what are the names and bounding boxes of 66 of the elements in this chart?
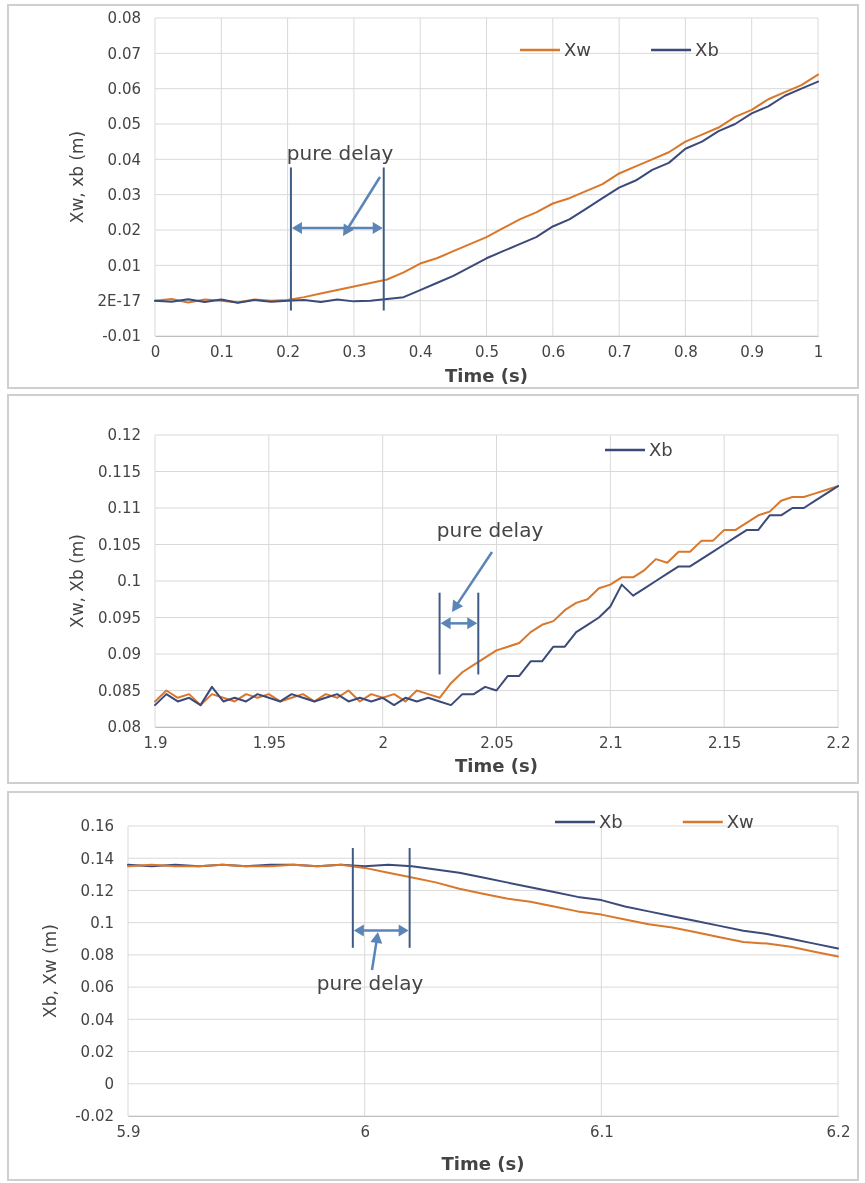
x-axis-title: Time (s) [441,1153,525,1174]
y-tick-label: 0.14 [80,849,114,868]
x-tick-label: 6 [360,1122,370,1141]
y-tick-label: 0.06 [80,978,114,997]
x-tick-label: 2 [378,733,388,752]
y-axis-title: Xw, Xb (m) [67,533,87,629]
legend-label: Xw [726,811,754,832]
x-axis-title: Time (s) [445,365,528,386]
y-tick-label: 0.01 [107,256,141,275]
y-tick-label: 0.12 [80,881,114,900]
x-tick-label: 0.6 [541,342,566,361]
y-tick-label: 0.115 [98,462,141,481]
x-tick-label: 1.9 [143,733,168,752]
line-series [154,485,839,707]
x-tick-label: 0.4 [408,342,433,361]
y-tick-label: 0.02 [107,221,141,240]
x-tick-label: 6.2 [826,1122,851,1141]
y-tick-label: 0.02 [80,1042,114,1061]
y-tick-label: 0.06 [107,79,141,98]
x-tick-label: 2.1 [598,733,623,752]
y-tick-label: 0.05 [107,115,141,134]
y-tick-label: 0.095 [98,608,141,627]
y-tick-label: -0.01 [102,327,141,346]
x-tick-label: 1.95 [252,733,287,752]
y-tick-label: 0.09 [107,645,141,664]
y-axis-title: Xb, Xw (m) [40,923,60,1019]
legend-label: Xb [599,811,623,832]
x-axis-title: Time (s) [455,755,538,776]
y-tick-label: 0.105 [98,535,141,554]
x-tick-label: 6.1 [589,1122,614,1141]
x-tick-label: 2.15 [707,733,742,752]
y-tick-label: 0.07 [107,44,141,63]
y-tick-label: 0.16 [80,817,114,836]
x-tick-label: 0.7 [607,342,632,361]
x-tick-label: 0.8 [673,342,698,361]
annotation: pure delay [436,518,544,542]
x-tick-label: 2.05 [480,733,514,752]
y-tick-label: 0.08 [107,9,141,28]
y-tick-label: 0.08 [107,718,141,737]
x-tick-label: 0.3 [342,342,367,361]
y-tick-label: 0.1 [90,913,114,932]
y-tick-label: 0.04 [107,150,141,169]
x-tick-label: 0 [150,342,161,361]
legend-label: Xw [564,39,592,60]
x-tick-label: 0.2 [276,342,301,361]
x-tick-label: 1 [813,342,824,361]
y-tick-label: 0.04 [80,1010,114,1029]
annotation: pure delay [286,141,394,165]
x-tick-label: 0.5 [475,342,499,361]
y-tick-label: 0.085 [98,681,141,700]
y-axis-title: Xw, xb (m) [67,130,87,224]
y-tick-label: 0.11 [107,499,141,518]
legend-label: Xb [649,439,673,460]
y-tick-label: 0.1 [117,572,141,591]
annotation: pure delay [316,971,424,995]
x-tick-label: 5.9 [116,1122,141,1141]
y-tick-label: 0.08 [80,946,114,965]
y-tick-label: 0.03 [107,185,141,204]
legend-label: Xb [695,39,719,60]
x-tick-label: 0.1 [209,342,234,361]
y-tick-label: 0.12 [107,426,141,445]
x-tick-label: 2.2 [826,733,851,752]
x-tick-label: 0.9 [740,342,765,361]
y-tick-label: 0 [104,1075,114,1094]
y-tick-label: -0.02 [75,1107,114,1126]
y-tick-label: 2E-17 [97,291,141,310]
